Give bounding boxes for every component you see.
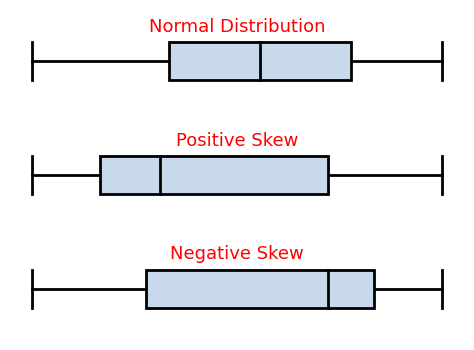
FancyBboxPatch shape: [100, 156, 328, 194]
FancyBboxPatch shape: [169, 42, 351, 80]
Text: Normal Distribution: Normal Distribution: [149, 18, 325, 36]
FancyBboxPatch shape: [146, 270, 374, 308]
Text: Negative Skew: Negative Skew: [170, 245, 304, 263]
Text: Positive Skew: Positive Skew: [176, 132, 298, 149]
